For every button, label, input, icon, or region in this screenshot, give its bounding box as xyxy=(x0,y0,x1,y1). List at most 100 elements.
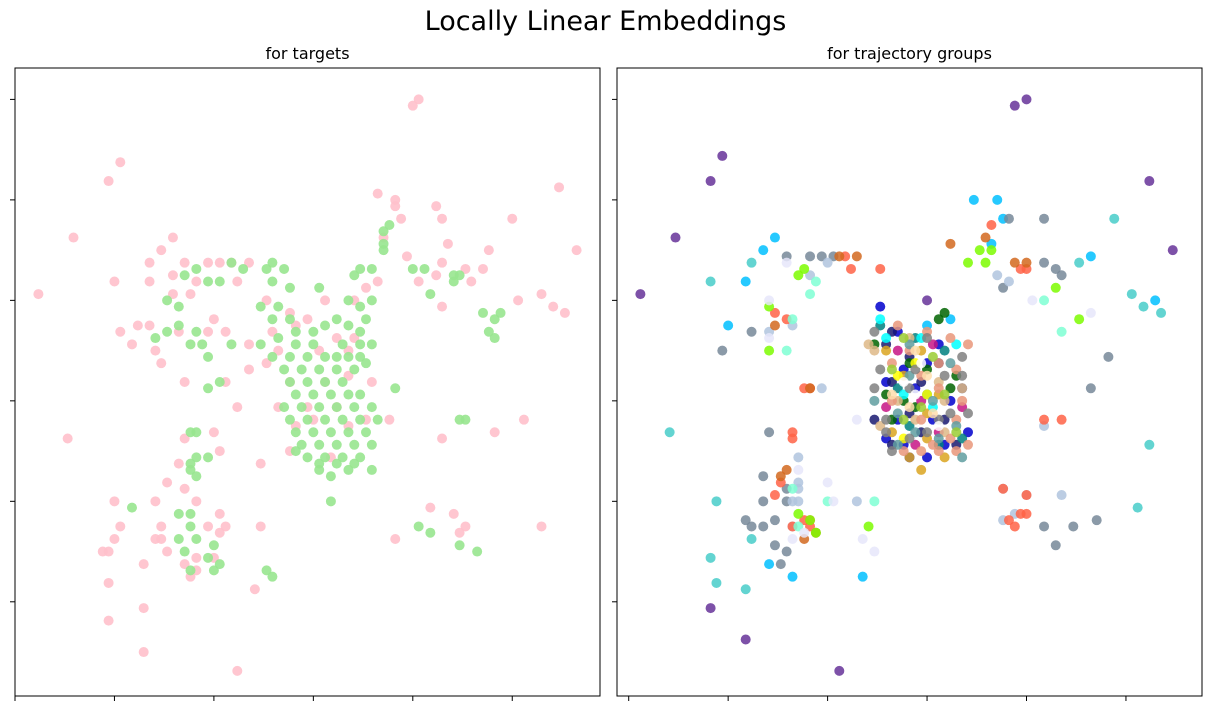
targets-point xyxy=(325,389,336,400)
trajectory-groups-point xyxy=(717,345,728,356)
targets-point xyxy=(361,282,371,293)
targets-axes-frame xyxy=(14,67,601,697)
trajectory-groups-point xyxy=(764,333,775,344)
trajectory-groups-point xyxy=(764,345,775,356)
trajectory-groups-point xyxy=(775,471,786,482)
trajectory-groups-point xyxy=(740,634,751,645)
targets-point xyxy=(273,301,284,312)
trajectory-groups-point xyxy=(886,389,897,400)
targets-point xyxy=(185,521,196,532)
trajectory-groups-point xyxy=(933,314,944,325)
trajectory-groups-point xyxy=(945,408,956,419)
trajectory-groups-point xyxy=(910,427,921,438)
targets-point xyxy=(320,414,331,425)
targets-point xyxy=(203,276,214,287)
targets-point xyxy=(185,508,196,519)
trajectory-groups-point xyxy=(723,320,734,331)
trajectory-groups-point xyxy=(916,446,927,457)
trajectory-groups-point xyxy=(980,257,991,268)
targets-point xyxy=(442,238,453,249)
trajectory-groups-point xyxy=(799,263,810,274)
targets-point xyxy=(489,314,500,325)
trajectory-groups-point xyxy=(869,546,880,557)
trajectory-groups-point xyxy=(951,339,962,350)
trajectory-groups-point xyxy=(939,452,950,463)
targets-point xyxy=(331,439,342,450)
trajectory-groups-point xyxy=(1021,508,1032,519)
targets-point xyxy=(156,521,167,532)
trajectory-groups-series-8 xyxy=(781,276,1067,532)
trajectory-groups-point xyxy=(875,263,886,274)
trajectory-groups-point xyxy=(834,665,845,676)
trajectory-groups-point xyxy=(933,358,944,369)
trajectory-groups-point xyxy=(910,439,921,450)
trajectory-groups-series-9 xyxy=(764,257,1096,557)
targets-point xyxy=(290,326,301,337)
trajectory-groups-point xyxy=(1050,282,1061,293)
trajectory-groups-point xyxy=(933,420,944,431)
targets-point xyxy=(302,452,313,463)
trajectory-groups-point xyxy=(799,527,810,538)
targets-point xyxy=(214,276,225,287)
targets-point xyxy=(132,320,143,331)
trajectory-groups-series-0 xyxy=(635,94,1178,676)
trajectory-groups-point xyxy=(805,289,816,300)
targets-point xyxy=(267,276,278,287)
targets-point xyxy=(314,282,325,293)
targets-point xyxy=(489,333,500,344)
trajectory-groups-point xyxy=(1085,383,1096,394)
trajectory-groups-point xyxy=(892,345,903,356)
targets-point xyxy=(460,521,471,532)
targets-point xyxy=(279,263,290,274)
targets-point xyxy=(249,584,260,595)
trajectory-groups-point xyxy=(834,251,845,262)
targets-point xyxy=(331,364,342,375)
trajectory-groups-point xyxy=(769,320,780,331)
targets-point xyxy=(507,213,518,224)
targets-point xyxy=(197,339,208,350)
targets-point xyxy=(185,464,196,475)
trajectory-groups-point xyxy=(851,496,862,507)
targets-point xyxy=(115,521,126,532)
trajectory-groups-point xyxy=(822,257,833,268)
targets-point xyxy=(489,427,500,438)
trajectory-groups-point xyxy=(705,552,716,563)
trajectory-groups-point xyxy=(922,370,933,381)
targets-point xyxy=(314,464,325,475)
targets-point xyxy=(191,452,202,463)
targets-point xyxy=(308,427,319,438)
trajectory-groups-point xyxy=(717,150,728,161)
targets-point xyxy=(355,414,366,425)
targets-point xyxy=(109,534,120,544)
trajectory-groups-point xyxy=(916,464,927,475)
trajectory-groups-point xyxy=(945,314,956,325)
trajectory-groups-point xyxy=(945,333,956,344)
trajectory-groups-point xyxy=(705,176,716,187)
targets-point xyxy=(296,402,307,413)
targets-point xyxy=(191,471,202,482)
targets-point xyxy=(314,345,325,356)
trajectory-groups-point xyxy=(898,446,909,457)
trajectory-groups-point xyxy=(1091,515,1102,526)
targets-point xyxy=(366,439,377,450)
trajectory-groups-point xyxy=(875,364,886,375)
targets-point xyxy=(208,540,219,551)
targets-point xyxy=(214,446,225,457)
targets-point xyxy=(460,414,471,425)
targets-point xyxy=(302,314,313,325)
trajectory-groups-point xyxy=(939,427,950,438)
targets-point xyxy=(384,220,395,230)
trajectory-groups-series-23 xyxy=(886,345,938,419)
targets-point xyxy=(214,377,225,387)
trajectory-groups-point xyxy=(881,345,892,356)
trajectory-groups-point xyxy=(857,534,868,544)
trajectory-groups-series-21 xyxy=(869,326,973,457)
trajectory-groups-point xyxy=(986,220,997,230)
targets-point xyxy=(331,458,342,469)
targets-point xyxy=(355,389,366,400)
trajectory-groups-point xyxy=(892,439,903,450)
targets-point xyxy=(255,339,266,350)
trajectory-groups-point xyxy=(781,464,792,475)
trajectory-groups-point xyxy=(963,439,973,450)
targets-point xyxy=(214,508,225,519)
